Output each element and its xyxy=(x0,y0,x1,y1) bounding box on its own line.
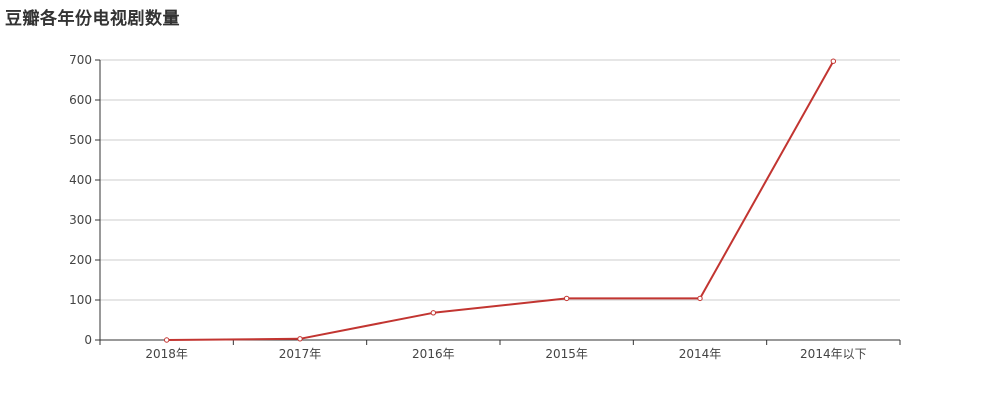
y-tick-label: 100 xyxy=(69,293,92,307)
x-tick-label: 2014年 xyxy=(679,347,722,361)
data-point xyxy=(297,336,303,342)
chart-title: 豆瓣各年份电视剧数量 xyxy=(5,9,180,29)
x-axis-ticks: 2018年 2017年 2016年 2015年 2014年 2014年以下 xyxy=(99,340,901,361)
y-tick-label: 400 xyxy=(69,173,92,187)
y-tick-label: 700 xyxy=(69,53,92,67)
data-point xyxy=(697,295,703,302)
data-point xyxy=(430,310,437,316)
y-tick-label: 0 xyxy=(84,333,92,347)
y-tick-label: 600 xyxy=(69,93,92,107)
x-tick-label: 2014年以下 xyxy=(800,347,867,361)
y-tick-label: 500 xyxy=(69,133,92,147)
data-point xyxy=(830,58,837,64)
x-tick-label: 2017年 xyxy=(279,347,322,361)
y-tick-label: 300 xyxy=(69,213,92,227)
y-axis-ticks: 0 100 200 300 400 500 600 700 xyxy=(69,53,100,347)
x-tick-label: 2018年 xyxy=(145,347,188,361)
x-tick-label: 2015年 xyxy=(545,347,588,361)
x-tick-label: 2016年 xyxy=(412,347,455,361)
grid-lines xyxy=(100,59,900,301)
series-line xyxy=(166,60,835,341)
series-layer xyxy=(163,58,837,343)
data-point xyxy=(563,295,570,302)
y-tick-label: 200 xyxy=(69,253,92,267)
axes xyxy=(99,60,900,341)
data-point xyxy=(163,337,170,343)
